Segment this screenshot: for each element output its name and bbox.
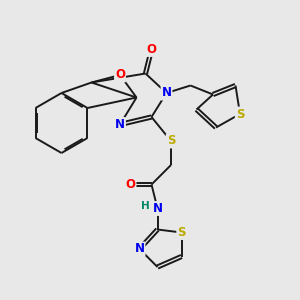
Text: S: S <box>167 134 175 148</box>
Text: O: O <box>125 178 136 191</box>
Text: S: S <box>236 107 244 121</box>
Text: H: H <box>140 201 149 211</box>
Text: N: N <box>115 118 125 131</box>
Text: N: N <box>161 86 172 100</box>
Text: N: N <box>152 202 163 215</box>
Text: O: O <box>146 43 157 56</box>
Text: N: N <box>134 242 145 256</box>
Text: O: O <box>115 68 125 82</box>
Text: S: S <box>177 226 186 239</box>
